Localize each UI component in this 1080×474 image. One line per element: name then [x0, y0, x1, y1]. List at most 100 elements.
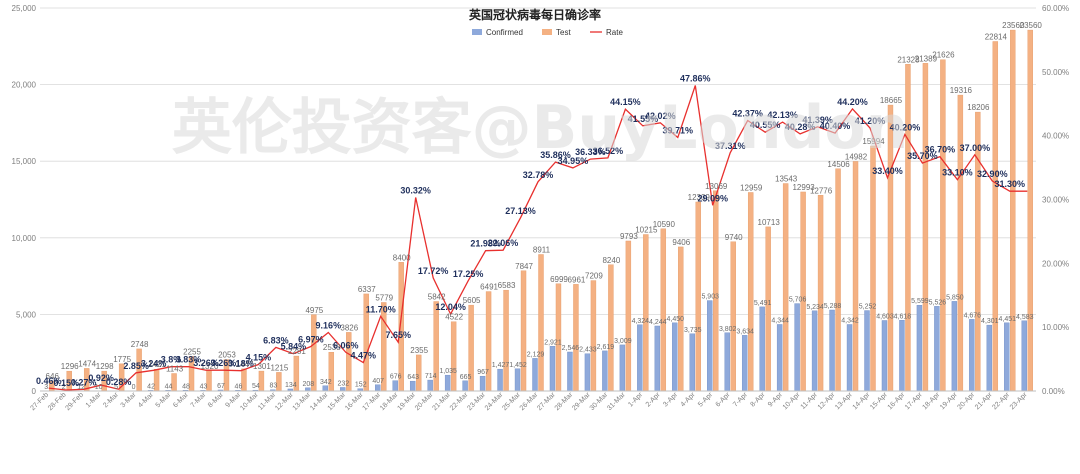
test-value-label: 19316	[950, 86, 973, 95]
x-tick-label: 17-Apr	[904, 391, 924, 411]
confirmed-value-label: 4,342	[841, 317, 859, 324]
x-tick-label: 16-Apr	[887, 391, 907, 411]
test-bar	[660, 228, 667, 392]
test-bar	[1027, 29, 1033, 392]
confirmed-value-label: 4,244	[649, 319, 667, 326]
test-bar	[415, 354, 422, 392]
x-tick-label: 3-Mar	[120, 391, 138, 409]
legend: Confirmed Test Rate	[472, 28, 623, 37]
confirmed-value-label: 407	[372, 378, 384, 385]
x-tick-label: 8-Mar	[207, 391, 225, 409]
test-value-label: 21626	[932, 51, 955, 60]
confirmed-value-label: 5,850	[946, 294, 964, 301]
confirmed-value-label: 2	[62, 384, 66, 391]
test-value-label: 12993	[792, 183, 815, 192]
confirmed-value-label: 12	[77, 384, 85, 391]
rate-value-label: 5.84%	[281, 342, 307, 352]
rate-value-label: 40.28%	[785, 122, 816, 132]
x-tick-label: 12-Apr	[817, 391, 837, 411]
test-value-label: 9406	[672, 238, 690, 247]
test-value-label: 13543	[775, 175, 798, 184]
test-value-label: 18206	[967, 103, 990, 112]
confirmed-value-label: 4,301	[981, 318, 999, 325]
test-value-label: 10215	[635, 226, 658, 235]
rate-value-label: 11.70%	[366, 304, 396, 314]
confirmed-bar	[969, 319, 975, 392]
rate-value-label: 32.78%	[523, 170, 554, 180]
confirmed-bar	[794, 303, 800, 392]
confirmed-value-label: 46	[235, 383, 243, 390]
legend-swatch-test	[542, 29, 552, 35]
rate-value-label: 6.97%	[298, 335, 324, 345]
confirmed-value-label: 5,252	[859, 304, 877, 311]
rate-value-label: 39.71%	[663, 126, 694, 136]
confirmed-value-label: 5	[114, 384, 118, 391]
y-tick-label: 15,000	[12, 157, 37, 166]
confirmed-value-label: 3,735	[684, 327, 702, 334]
confirmed-bar	[514, 368, 521, 392]
confirmed-value-label: 5,234	[806, 304, 824, 311]
confirmed-value-label: 3,634	[736, 328, 754, 335]
rate-value-label: 2.85%	[123, 361, 149, 371]
test-value-label: 9740	[725, 233, 743, 242]
y2-tick-label: 60.00%	[1042, 4, 1069, 13]
test-value-label: 13069	[705, 182, 728, 191]
confirmed-value-label: 2,921	[544, 339, 562, 346]
test-value-label: 2053	[218, 351, 236, 360]
y2-tick-label: 40.00%	[1042, 132, 1069, 141]
test-bar	[975, 111, 981, 392]
test-value-label: 1143	[166, 364, 184, 373]
rate-value-label: 36.52%	[593, 146, 624, 156]
test-value-label: 5842	[428, 293, 446, 302]
test-value-label: 8400	[393, 253, 411, 262]
x-tick-label: 31-Mar	[606, 391, 627, 412]
confirmed-bar	[951, 301, 958, 392]
rate-value-label: 0.15%	[53, 378, 79, 388]
rate-value-label: 42.13%	[767, 110, 798, 120]
rate-value-label: 36.33%	[575, 147, 606, 157]
test-value-label: 2281	[288, 347, 306, 356]
rate-value-label: 17.72%	[418, 266, 449, 276]
x-tick-label: 20-Apr	[956, 391, 976, 411]
test-value-label: 1298	[96, 362, 114, 371]
confirmed-value-label: 54	[252, 383, 260, 390]
rate-value-label: 3.8%	[161, 355, 182, 365]
rate-value-label: 0.27%	[71, 377, 97, 387]
confirmed-bar	[322, 385, 329, 392]
test-value-label: 6999	[550, 275, 568, 284]
rate-value-label: 3.83%	[176, 355, 202, 365]
legend-label-rate: Rate	[606, 28, 623, 37]
rate-value-label: 40.40%	[820, 121, 851, 131]
test-value-label: 9793	[620, 232, 638, 241]
rate-value-label: 42.37%	[732, 109, 763, 119]
test-value-label: 2355	[410, 346, 428, 355]
rate-value-label: 34.95%	[558, 156, 589, 166]
confirmed-bar	[392, 380, 398, 392]
rate-value-label: 35.86%	[540, 150, 571, 160]
confirmed-bar	[724, 332, 730, 392]
test-value-label: 7209	[585, 272, 603, 281]
confirmed-value-label: 2,129	[527, 351, 545, 358]
test-value-label: 12339	[688, 193, 711, 202]
y-tick-label: 5,000	[16, 310, 37, 319]
confirmed-value-label: 232	[337, 380, 349, 387]
rate-value-label: 40.55%	[750, 120, 781, 130]
confirmed-bar	[637, 324, 643, 392]
test-value-label: 8240	[602, 256, 620, 265]
test-value-label: 5605	[463, 296, 481, 305]
test-value-label: 21328	[897, 55, 920, 64]
test-value-label: 10590	[653, 220, 676, 229]
confirmed-value-label: 4,676	[964, 312, 982, 319]
confirmed-bar	[462, 380, 468, 392]
y2-tick-label: 50.00%	[1042, 68, 1069, 77]
y-tick-label: 20,000	[12, 81, 37, 90]
rate-value-label: 32.90%	[977, 169, 1008, 179]
test-value-label: 6337	[358, 285, 376, 294]
x-tick-label: 6-Apr	[715, 391, 733, 409]
confirmed-bar	[846, 324, 853, 392]
rate-value-label: 4.15%	[246, 353, 272, 363]
test-value-label: 4975	[305, 306, 323, 315]
confirmed-value-label: 3,009	[614, 338, 632, 345]
rate-value-label: 36.70%	[925, 145, 956, 155]
rate-value-label: 12.04%	[435, 302, 466, 312]
